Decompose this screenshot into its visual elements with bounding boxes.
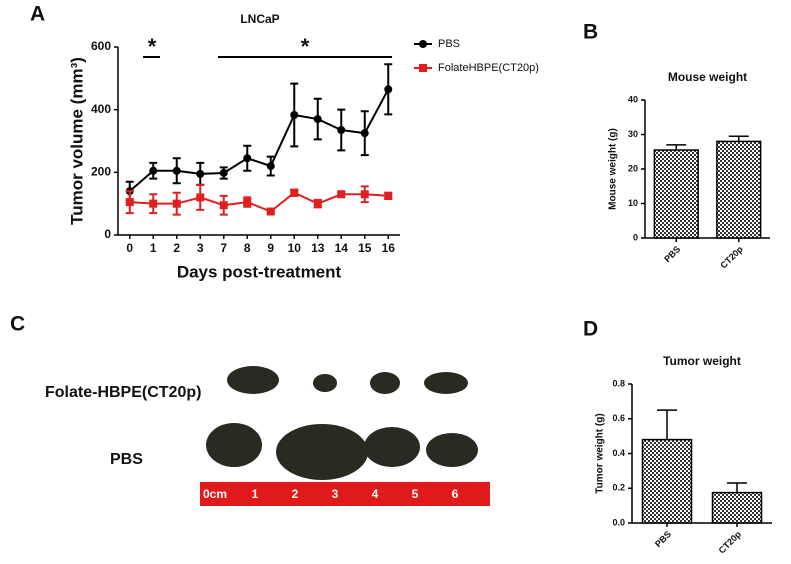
y-tick-label: 40 xyxy=(628,94,638,104)
panel-label: B xyxy=(583,21,598,44)
panel-label: C xyxy=(10,313,25,336)
marker xyxy=(266,162,275,171)
x-axis-label: Days post-treatment xyxy=(177,262,342,281)
ruler-label: 2 xyxy=(292,487,299,501)
series-line xyxy=(129,88,390,192)
y-tick-label: 0.0 xyxy=(612,517,625,527)
ruler-label: 6 xyxy=(452,487,459,501)
marker xyxy=(384,85,393,94)
marker xyxy=(360,190,369,199)
marker xyxy=(290,188,299,197)
annotation: * xyxy=(301,34,310,59)
ruler-label: 4 xyxy=(372,487,379,501)
photo-label: Folate-HBPE(CT20p) xyxy=(45,384,201,401)
y-tick-label: 200 xyxy=(91,165,111,179)
x-tick-label: 14 xyxy=(335,241,349,255)
legend-label: PBS xyxy=(438,38,460,50)
y-tick-label: 400 xyxy=(91,102,111,116)
marker xyxy=(243,198,252,207)
ruler xyxy=(200,482,490,506)
y-axis-label: Tumor volume (mm³) xyxy=(67,57,86,225)
chart-title: Tumor weight xyxy=(663,354,741,368)
panel-label: A xyxy=(30,3,45,26)
y-tick-label: 0.8 xyxy=(612,378,625,388)
marker xyxy=(125,198,134,207)
x-tick-label: PBS xyxy=(653,529,673,549)
legend-label: FolateHBPE(CT20p) xyxy=(438,62,539,74)
marker xyxy=(172,199,181,208)
y-tick-label: 600 xyxy=(91,39,111,53)
y-tick-label: 0 xyxy=(104,227,111,241)
marker xyxy=(149,199,158,208)
x-tick-label: 3 xyxy=(197,241,204,255)
x-tick-label: 8 xyxy=(244,241,251,255)
y-tick-label: 30 xyxy=(628,129,638,139)
legend-marker xyxy=(419,40,427,48)
x-tick-label: 0 xyxy=(126,241,133,255)
y-tick-label: 0 xyxy=(633,232,638,242)
panel-label: D xyxy=(583,318,598,341)
ruler-label: 0cm xyxy=(203,487,227,501)
error-bar xyxy=(657,409,677,440)
marker xyxy=(196,169,205,178)
error-bar xyxy=(727,482,747,493)
y-axis-label: Tumor weight (g) xyxy=(595,413,606,493)
ruler-label: 1 xyxy=(252,487,259,501)
x-tick-label: 16 xyxy=(382,241,396,255)
x-tick-label: 2 xyxy=(173,241,180,255)
y-tick-label: 0.6 xyxy=(612,413,625,423)
legend-marker xyxy=(419,64,427,72)
marker xyxy=(360,129,369,138)
x-tick-label: 1 xyxy=(150,241,157,255)
marker xyxy=(337,190,346,199)
marker xyxy=(313,199,322,208)
marker xyxy=(313,115,322,124)
x-tick-label: CT20p xyxy=(718,244,745,271)
photo xyxy=(206,366,478,480)
ruler-label: 3 xyxy=(332,487,339,501)
chart-title: Mouse weight xyxy=(668,70,747,84)
marker xyxy=(266,207,275,216)
marker xyxy=(196,193,205,202)
marker xyxy=(219,201,228,210)
marker xyxy=(290,110,299,119)
chart-title: LNCaP xyxy=(240,12,279,26)
x-tick-label: PBS xyxy=(662,244,682,264)
y-tick-label: 20 xyxy=(628,163,638,173)
x-tick-label: CT20p xyxy=(717,529,744,556)
marker xyxy=(337,126,346,135)
bar xyxy=(716,140,762,239)
x-tick-label: 10 xyxy=(288,241,302,255)
x-tick-label: 15 xyxy=(358,241,372,255)
error-bar xyxy=(728,135,749,142)
marker xyxy=(149,166,158,175)
bar xyxy=(711,491,763,524)
photo-label: PBS xyxy=(110,451,143,468)
bar xyxy=(653,149,699,239)
x-tick-label: 13 xyxy=(311,241,325,255)
annotation: * xyxy=(148,34,157,59)
marker xyxy=(243,154,252,163)
ruler-label: 5 xyxy=(412,487,419,501)
x-tick-label: 7 xyxy=(220,241,227,255)
x-tick-label: 9 xyxy=(267,241,274,255)
y-axis-label: Mouse weight (g) xyxy=(608,128,619,210)
y-tick-label: 0.4 xyxy=(612,448,625,458)
marker xyxy=(219,168,228,177)
bar xyxy=(641,438,693,524)
marker xyxy=(172,166,181,175)
y-tick-label: 10 xyxy=(628,198,638,208)
marker xyxy=(384,191,393,200)
error-bar xyxy=(666,144,687,151)
y-tick-label: 0.2 xyxy=(612,483,625,493)
series-line xyxy=(129,191,389,213)
